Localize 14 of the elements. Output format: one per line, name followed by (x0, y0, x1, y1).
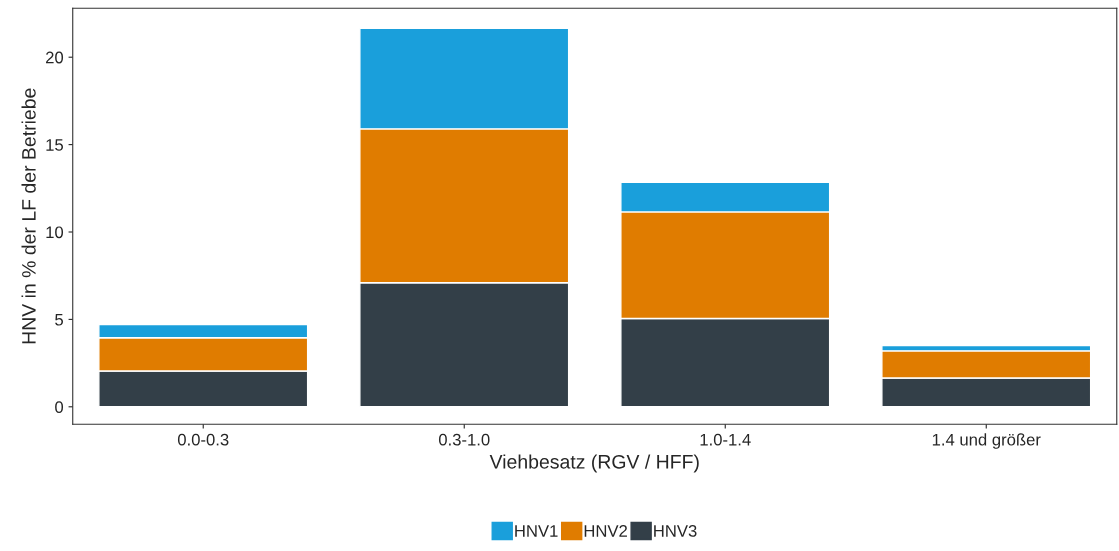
y-tick-label: 15 (46, 139, 64, 151)
y-tick-label: 5 (55, 313, 64, 326)
x-axis-title: Viehbesatz (RGV / HFF) (489, 454, 699, 473)
y-axis-title: HNV in % der LF der Betriebe (21, 88, 36, 344)
x-tick-label: 0.0-0.3 (177, 433, 229, 446)
legend-label: HNV1 (515, 525, 558, 537)
y-tick-label: 20 (46, 51, 64, 64)
y-tick-label: 0 (55, 401, 64, 413)
legend-label: HNV2 (584, 525, 627, 537)
legend-label: HNV3 (654, 525, 697, 537)
x-tick-label: 1.4 und größer (932, 433, 1041, 449)
y-tick-label: 10 (46, 226, 64, 239)
x-tick-label: 1.0-1.4 (700, 433, 751, 446)
x-tick-label: 0.3-1.0 (438, 433, 490, 446)
